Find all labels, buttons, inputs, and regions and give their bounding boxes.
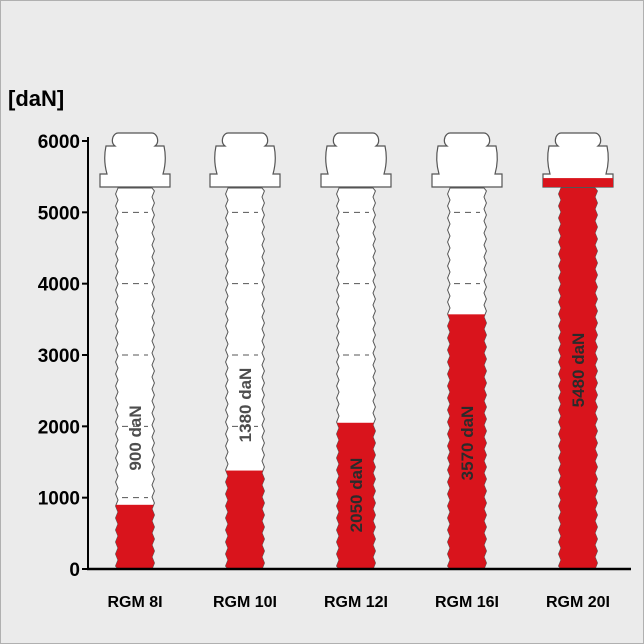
y-tick-label: 1000 bbox=[38, 489, 80, 510]
value-label: 900 daN bbox=[126, 405, 145, 470]
x-axis-labels: RGM 8I RGM 10I RGM 12I RGM 16I RGM 20I bbox=[107, 594, 610, 611]
category-label: RGM 8I bbox=[107, 594, 162, 611]
value-label: 5480 daN bbox=[569, 333, 588, 408]
bolt-head bbox=[99, 132, 171, 188]
bolt-head bbox=[209, 132, 281, 188]
category-label: RGM 20I bbox=[546, 594, 610, 611]
value-label: 1380 daN bbox=[236, 368, 255, 443]
y-tick-label: 3000 bbox=[38, 346, 80, 367]
category-label: RGM 12I bbox=[324, 594, 388, 611]
y-axis-ticks: 0 1000 2000 3000 4000 5000 6000 bbox=[38, 132, 88, 581]
y-tick-label: 0 bbox=[69, 560, 80, 581]
y-tick-label: 5000 bbox=[38, 203, 80, 224]
category-label: RGM 10I bbox=[213, 594, 277, 611]
value-label: 3570 daN bbox=[458, 406, 477, 481]
value-label: 2050 daN bbox=[347, 458, 366, 533]
category-label: RGM 16I bbox=[435, 594, 499, 611]
bolt-head bbox=[431, 132, 503, 188]
y-tick-label: 4000 bbox=[38, 275, 80, 296]
y-tick-label: 2000 bbox=[38, 417, 80, 438]
bolt-head bbox=[320, 132, 392, 188]
y-axis-label: [daN] bbox=[8, 86, 64, 111]
y-tick-label: 6000 bbox=[38, 132, 80, 153]
